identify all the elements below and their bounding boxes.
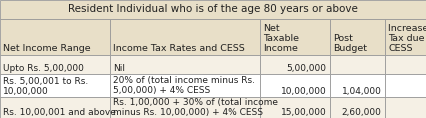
Text: 5,00,000: 5,00,000 xyxy=(287,64,327,73)
Text: Resident Individual who is of the age 80 years or above: Resident Individual who is of the age 80… xyxy=(68,4,358,14)
Text: 20% of (total income minus Rs.
5,00,000) + 4% CESS: 20% of (total income minus Rs. 5,00,000)… xyxy=(113,76,256,95)
Text: Income Tax Rates and CESS: Income Tax Rates and CESS xyxy=(113,44,245,53)
Bar xyxy=(330,55,385,74)
Text: Post
Budget: Post Budget xyxy=(334,34,367,53)
Bar xyxy=(330,97,385,118)
Text: Net Income Range: Net Income Range xyxy=(3,44,91,53)
Bar xyxy=(110,19,260,55)
Text: 10,00,000: 10,00,000 xyxy=(281,87,327,96)
Bar xyxy=(0,0,426,19)
Bar xyxy=(110,97,260,118)
Bar xyxy=(0,55,110,74)
Bar xyxy=(330,19,385,55)
Text: Net
Taxable
Income: Net Taxable Income xyxy=(263,24,299,53)
Bar xyxy=(0,19,110,55)
Text: Nil: Nil xyxy=(113,64,125,73)
Bar xyxy=(385,55,426,74)
Text: Increase in
Tax due to
CESS: Increase in Tax due to CESS xyxy=(389,24,426,53)
Bar xyxy=(385,74,426,97)
Bar xyxy=(385,19,426,55)
Bar xyxy=(260,55,330,74)
Text: 1,04,000: 1,04,000 xyxy=(342,87,382,96)
Bar xyxy=(0,74,110,97)
Bar xyxy=(260,74,330,97)
Text: 2,60,000: 2,60,000 xyxy=(342,108,382,117)
Text: Rs. 1,00,000 + 30% of (total income
minus Rs. 10,00,000) + 4% CESS: Rs. 1,00,000 + 30% of (total income minu… xyxy=(113,98,279,117)
Bar xyxy=(330,74,385,97)
Bar xyxy=(110,74,260,97)
Bar xyxy=(260,97,330,118)
Text: Rs. 5,00,001 to Rs.
10,00,000: Rs. 5,00,001 to Rs. 10,00,000 xyxy=(3,77,89,96)
Bar xyxy=(385,97,426,118)
Text: Rs. 10,00,001 and above: Rs. 10,00,001 and above xyxy=(3,108,116,117)
Bar xyxy=(0,97,110,118)
Text: 15,00,000: 15,00,000 xyxy=(281,108,327,117)
Bar xyxy=(110,55,260,74)
Text: Upto Rs. 5,00,000: Upto Rs. 5,00,000 xyxy=(3,64,84,73)
Bar xyxy=(260,19,330,55)
